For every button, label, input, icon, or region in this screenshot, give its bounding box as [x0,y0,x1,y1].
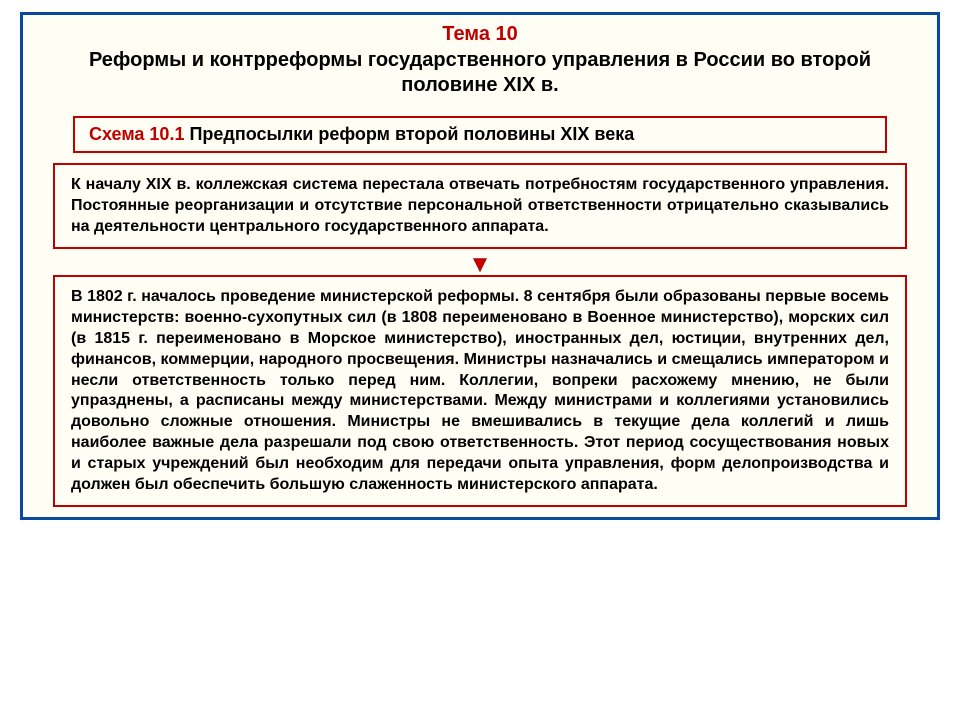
header-block: Тема 10 Реформы и контрреформы государст… [23,15,937,104]
schema-title-text: Предпосылки реформ второй половины XIX в… [189,124,634,144]
content-box-1: К началу XIX в. коллежская система перес… [53,163,907,249]
schema-header: Схема 10.1 Предпосылки реформ второй пол… [73,116,887,153]
down-arrow-icon: ▼ [468,253,492,277]
topic-title: Реформы и контрреформы государственного … [63,48,897,98]
slide-frame: Тема 10 Реформы и контрреформы государст… [20,12,940,520]
content-box-2: В 1802 г. началось проведение министерск… [53,275,907,507]
schema-label: Схема 10.1 [89,124,184,144]
topic-label: Тема 10 [63,23,897,46]
arrow-wrap: ▼ [23,253,937,269]
